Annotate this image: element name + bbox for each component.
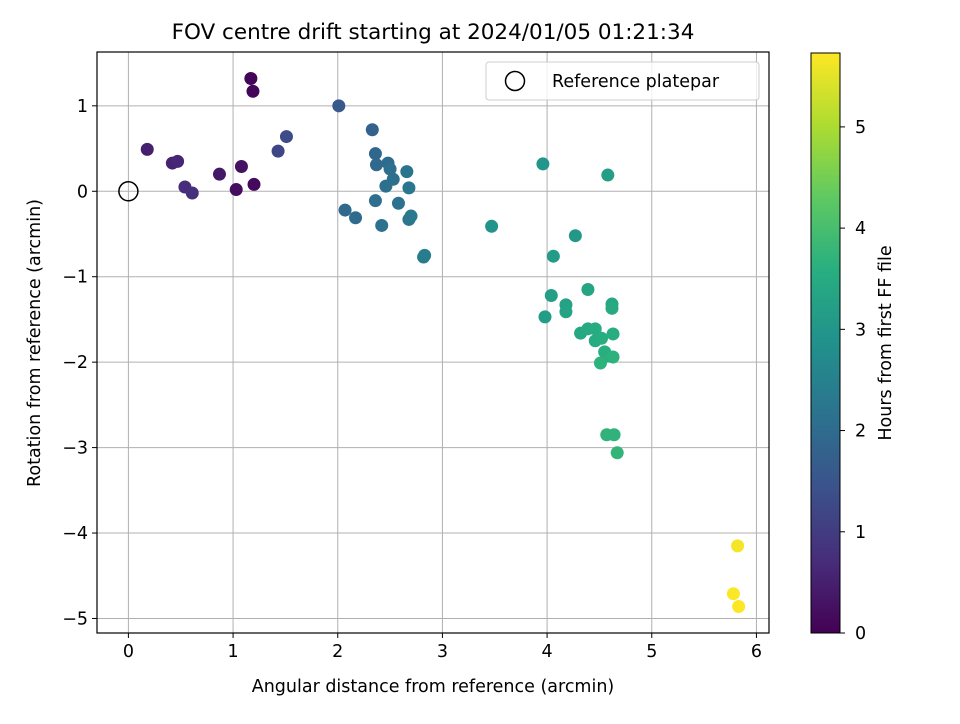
data-point [538,310,552,324]
x-tick-label: 2 [332,642,343,662]
y-tick-label: −2 [62,353,88,373]
legend-box [485,61,760,101]
colorbar-tick-label: 3 [855,320,866,340]
y-tick-label: −3 [62,439,88,459]
grid-lines [97,52,769,633]
y-axis-label: Rotation from reference (arcmin) [25,199,45,487]
data-point [338,203,352,217]
data-point [234,159,248,173]
data-point [271,144,285,158]
data-point [546,249,560,263]
data-point [383,162,397,176]
data-point [368,147,382,161]
data-point [404,209,418,223]
y-tick-label: −4 [62,524,88,544]
data-point [559,305,573,319]
x-tick-label: 3 [437,642,448,662]
data-point [402,181,416,195]
data-point [601,168,615,182]
data-point [726,587,740,601]
data-point [732,600,746,614]
data-point [731,539,745,553]
colorbar-tick-label: 4 [855,219,866,239]
data-point [485,219,499,233]
data-point [332,99,346,113]
data-point [185,186,199,200]
data-point [606,327,620,341]
data-point [368,194,382,208]
data-point [229,183,243,197]
colorbar-tick-label: 2 [855,422,866,442]
data-point [595,331,609,345]
colorbar-tick-label: 1 [855,523,866,543]
colorbar [810,52,841,634]
data-point [581,283,595,297]
data-point [140,142,154,156]
data-point [349,211,363,225]
data-point [605,301,619,315]
data-point [279,130,293,144]
data-point [369,158,383,172]
data-point [400,165,414,179]
data-point [593,356,607,370]
plot-frame [96,51,770,634]
data-point [568,229,582,243]
legend-marker-icon [504,70,526,92]
chart-title: FOV centre drift starting at 2024/01/05 … [172,20,695,45]
data-point [379,179,393,193]
data-point [246,84,260,98]
data-point [544,289,558,303]
data-point [536,157,550,171]
data-point [247,177,261,191]
data-point [588,322,602,336]
x-tick-label: 1 [228,642,239,662]
colorbar-tick-label: 5 [855,118,866,138]
x-tick-label: 0 [123,642,134,662]
x-axis-label: Angular distance from reference (arcmin) [252,677,615,697]
data-point [418,248,432,262]
data-point [171,154,185,168]
y-tick-label: −5 [62,609,88,629]
data-point [244,71,258,85]
colorbar-tick-label: 0 [855,624,866,644]
y-tick-label: −1 [62,268,88,288]
y-tick-label: 1 [77,97,88,117]
colorbar-label: Hours from first FF file [876,245,896,440]
x-tick-label: 4 [542,642,553,662]
data-point [606,350,620,364]
x-tick-label: 5 [646,642,657,662]
data-points [140,71,746,614]
data-point [391,196,405,210]
legend: Reference platepar [485,61,760,101]
data-point [375,218,389,232]
x-tick-label: 6 [751,642,762,662]
reference-point-marker [118,181,139,202]
y-tick-label: 0 [77,182,88,202]
axis-ticks: 0 1 2 3 4 5 6 1 0 −1 −2 −3 −4 −5 [62,97,762,662]
data-point [607,428,621,442]
data-point [610,446,624,460]
legend-entry-reference: Reference platepar [552,72,720,92]
colorbar-ticks: 0 1 2 3 4 5 [840,118,866,644]
data-point [212,167,226,181]
data-point [365,123,379,137]
